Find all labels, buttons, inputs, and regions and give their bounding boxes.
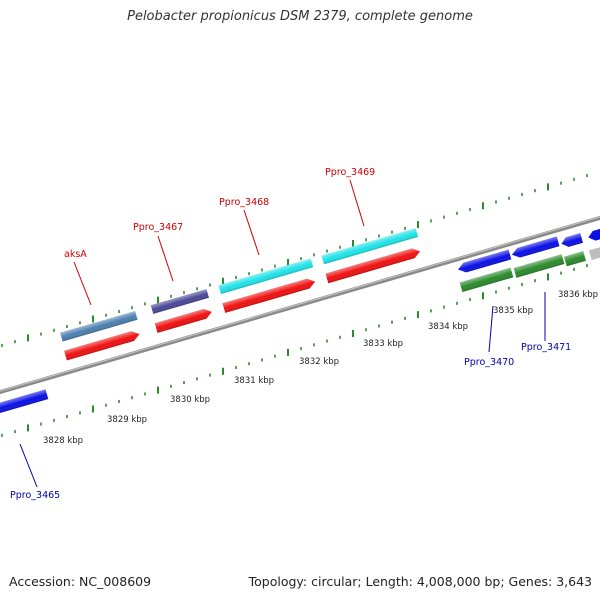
leader-ppro-3468 — [243, 209, 260, 256]
scale-label: 3836 kbp — [558, 290, 598, 300]
genome-summary-text: Topology: circular; Length: 4,008,000 bp… — [248, 574, 592, 589]
scale-label: 3830 kbp — [170, 395, 210, 405]
upper-tick-track — [1, 174, 588, 347]
scale-label: 3835 kbp — [493, 306, 533, 316]
leader-ppro-3465 — [19, 443, 38, 488]
gene-ppro-3470-feature[interactable] — [459, 267, 514, 293]
leader-ppro-3470 — [488, 305, 494, 353]
gene-label-ppro-3470[interactable]: Ppro_3470 — [464, 357, 514, 368]
gene-ppro-3471-feature[interactable] — [513, 254, 565, 278]
gene-track-forward-upper — [60, 228, 419, 342]
scale-label: 3829 kbp — [107, 415, 147, 425]
gene-ppro-3467-feature[interactable] — [150, 289, 209, 314]
label-leaders — [19, 179, 546, 488]
gene-aksA-arrow[interactable] — [64, 329, 141, 361]
leader-aksA — [73, 261, 92, 306]
map-title: Pelobacter propionicus DSM 2379, complet… — [127, 9, 473, 24]
gene-label-ppro-3465[interactable]: Ppro_3465 — [10, 490, 60, 501]
genome-backbone-highlight — [0, 216, 600, 392]
gene-ppro-3469-feature[interactable] — [321, 228, 419, 265]
genome-backbone — [0, 215, 600, 395]
scale-label: 3832 kbp — [299, 357, 339, 367]
gene-ppro-3465-arrow[interactable] — [0, 389, 49, 416]
leader-ppro-3469 — [349, 179, 365, 227]
gene-next-blue-arrow[interactable] — [560, 233, 583, 248]
lower-tick-track — [1, 264, 588, 437]
gene-track-reverse-blue — [0, 226, 600, 416]
gene-ppro-3470-arrow[interactable] — [457, 249, 512, 275]
gene-track-forward-red — [64, 247, 422, 361]
gene-ppro-3468-feature[interactable] — [218, 258, 314, 294]
gene-labels: aksA Ppro_3467 Ppro_3468 Ppro_3469 Ppro_… — [10, 167, 571, 501]
gene-ppro-3467-arrow[interactable] — [154, 307, 213, 333]
gene-label-ppro-3469[interactable]: Ppro_3469 — [325, 167, 375, 178]
gene-label-ppro-3467[interactable]: Ppro_3467 — [133, 222, 183, 233]
gene-ppro-3468-arrow[interactable] — [222, 277, 316, 313]
gene-aksA-feature[interactable] — [60, 311, 138, 342]
scale-label: 3831 kbp — [234, 376, 274, 386]
scale-label: 3828 kbp — [43, 436, 83, 446]
gene-edge-blue-arrow[interactable] — [587, 226, 600, 242]
scale-labels: 3828 kbp 3829 kbp 3830 kbp 3831 kbp 3832… — [43, 290, 598, 446]
leader-ppro-3467 — [157, 235, 174, 282]
scale-label: 3834 kbp — [428, 322, 468, 332]
gene-label-ppro-3468[interactable]: Ppro_3468 — [219, 197, 269, 208]
scale-label: 3833 kbp — [363, 339, 403, 349]
accession-text: Accession: NC_008609 — [9, 574, 152, 589]
gene-next-green-feature[interactable] — [563, 251, 586, 267]
gene-edge-grey-feature[interactable] — [588, 244, 600, 261]
gene-label-aksA[interactable]: aksA — [64, 249, 87, 260]
gene-ppro-3469-arrow[interactable] — [325, 247, 422, 284]
gene-ppro-3471-arrow[interactable] — [511, 236, 560, 260]
gene-label-ppro-3471[interactable]: Ppro_3471 — [521, 342, 571, 353]
